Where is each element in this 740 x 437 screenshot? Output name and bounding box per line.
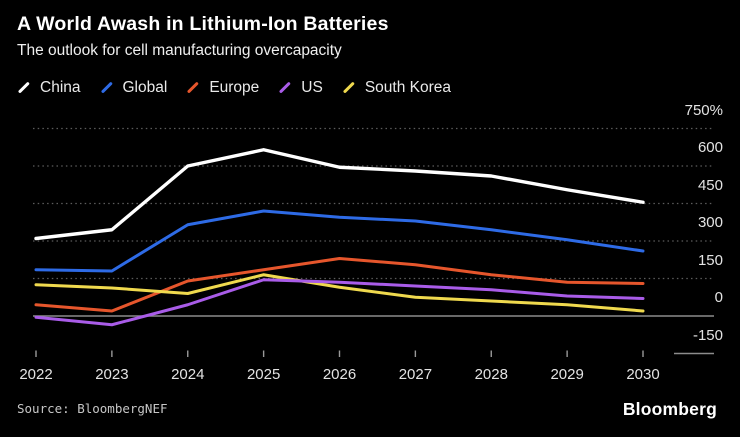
legend-label: US (301, 79, 323, 96)
legend-item-us: US (278, 79, 323, 97)
series-line-south-korea (34, 273, 645, 313)
x-tick-label: 2027 (398, 366, 433, 383)
x-tick-label: 2022 (19, 366, 53, 383)
y-tick-label: 150 (697, 251, 723, 269)
y-tick-label: -150 (692, 326, 723, 344)
x-tick-label: 2023 (95, 366, 129, 383)
x-tick-label: 2030 (626, 366, 660, 383)
legend-label: Global (122, 79, 168, 96)
x-tick-label: 2024 (171, 366, 205, 383)
legend-label: China (40, 79, 81, 96)
legend: China Global Europe US South Korea (17, 79, 451, 97)
x-tick-label: 2026 (322, 366, 357, 383)
series-line-europe (34, 257, 645, 313)
x-tick-label: 2029 (550, 366, 584, 383)
legend-item-global: Global (100, 79, 168, 97)
legend-item-china: China (17, 79, 81, 97)
legend-item-europe: Europe (186, 79, 259, 97)
legend-item-south-korea: South Korea (342, 79, 451, 97)
source-label: Source: BloombergNEF (17, 401, 168, 416)
series-line-china (34, 148, 645, 241)
y-tick-label: 0 (714, 289, 723, 306)
series-line-global (34, 209, 645, 273)
y-tick-label: 600 (697, 139, 723, 156)
chart-title: A World Awash in Lithium-Ion Batteries (17, 13, 389, 35)
series-line-us (34, 278, 645, 327)
bloomberg-logo: Bloomberg (622, 399, 717, 419)
x-tick-label: 2028 (474, 366, 508, 383)
y-tick-label: 750% (684, 101, 723, 119)
chart-subtitle: The outlook for cell manufacturing overc… (17, 42, 342, 59)
y-tick-label: 300 (697, 214, 723, 231)
legend-label: South Korea (364, 79, 452, 96)
legend-label: Europe (209, 79, 260, 96)
y-tick-label: 450 (697, 176, 723, 194)
x-tick-label: 2025 (246, 366, 281, 383)
